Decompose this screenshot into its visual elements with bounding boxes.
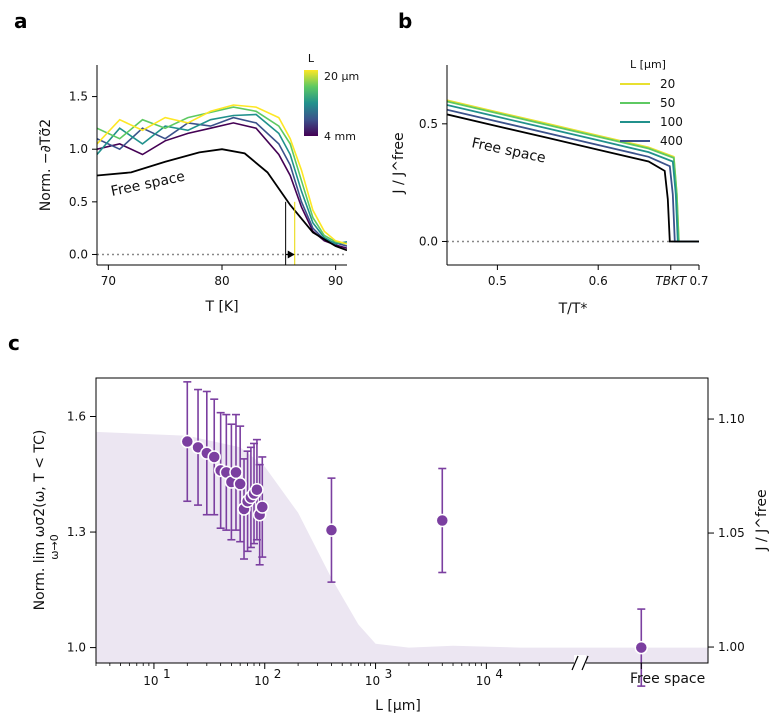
series-line-3: [97, 106, 347, 245]
chart-c-y-ticks: 1.0 1.3 1.6: [67, 410, 96, 655]
right-y-tick-label: 1.05: [718, 526, 745, 540]
chart-c-points: [180, 381, 649, 687]
arrow-head: [287, 250, 295, 259]
data-point: [435, 513, 450, 528]
chart-c-ylabel-sub: ω→0: [48, 534, 61, 559]
x-tick-label: 90: [328, 274, 343, 288]
series-line-2: [97, 113, 347, 245]
chart-c: 10 1 10 2 10 3 10 4 1.0 1.3 1.6 1.00 1.05 1.10 Free…: [32, 377, 770, 714]
chart-b-lines: [447, 99, 699, 243]
colorbar-max-label: 20 μm: [324, 70, 359, 83]
chart-c-right-y-ticks: 1.00 1.05 1.10: [708, 412, 745, 654]
chart-c-x-ticks: 10 1 10 2 10 3 10 4: [95, 663, 642, 688]
data-point: [324, 523, 339, 537]
panel-label-a: a: [14, 9, 28, 33]
colorbar-title: L: [308, 52, 315, 65]
x-tick-label: 10: [254, 674, 269, 688]
x-tick-label: 10: [365, 674, 380, 688]
x-tick-exponent: 3: [385, 667, 393, 681]
x-tick-label: 80: [214, 274, 229, 288]
series-line-3: [447, 108, 699, 243]
chart-c-free-space-label: Free space: [630, 671, 705, 687]
colorbar: [304, 70, 318, 136]
data-point: [233, 477, 247, 491]
series-line-1: [447, 100, 699, 243]
right-y-tick-label: 1.00: [718, 640, 745, 654]
chart-b-ylabel: J / J^free: [391, 132, 407, 194]
x-tick-label: 0.7: [689, 274, 708, 288]
legend-label: 20: [660, 77, 675, 91]
y-tick-label: 0.0: [69, 247, 88, 261]
y-tick-label: 0.0: [419, 234, 438, 248]
panel-label-b: b: [398, 9, 412, 33]
x-tick-label: 10: [143, 674, 158, 688]
chart-a-xlabel: T [K]: [204, 299, 238, 315]
data-point: [255, 500, 270, 514]
chart-c-xlabel: L [μm]: [375, 698, 421, 714]
data-point: [634, 640, 649, 655]
chart-a-lines: [97, 104, 347, 252]
panel-label-c: c: [8, 331, 20, 355]
chart-c-frame: [95, 377, 709, 664]
chart-b-annotation: Free space: [470, 135, 547, 166]
chart-a: 70 80 90 0.00.51.01.5 T [K] Norm. −∂Tσ̃2 F…: [38, 52, 359, 315]
series-line-1: [97, 116, 347, 247]
right-y-tick-label: 1.10: [718, 412, 745, 426]
y-tick-label: 1.0: [67, 641, 86, 655]
legend-label: 50: [660, 96, 675, 110]
free-space-line: [97, 148, 347, 252]
data-point: [180, 434, 195, 449]
chart-c-ylabel: Norm. lim ωσ2(ω, T < TC): [32, 430, 48, 611]
chart-a-ylabel: Norm. −∂Tσ̃2: [38, 119, 54, 211]
colorbar-min-label: 4 mm: [324, 130, 356, 143]
chart-b-xlabel: T/T*: [558, 301, 588, 317]
chart-a-x-ticks: 70 80 90: [101, 265, 343, 288]
axis-break-mark: [571, 655, 579, 671]
x-tick-exponent: 4: [495, 667, 503, 681]
series-line-4: [447, 113, 699, 243]
chart-b-legend: L [μm] 20 50 100 400: [620, 58, 683, 148]
y-tick-label: 0.5: [419, 117, 438, 131]
x-tick-label: 10: [476, 674, 491, 688]
series-line-4: [97, 104, 347, 245]
y-tick-label: 1.6: [67, 410, 86, 424]
y-tick-label: 1.0: [69, 142, 88, 156]
data-point: [250, 482, 264, 497]
x-tick-label: 0.6: [589, 274, 608, 288]
data-point: [207, 450, 221, 464]
series-line-2: [447, 104, 699, 243]
arrow-marker: [285, 250, 295, 259]
y-tick-label: 1.5: [69, 90, 88, 104]
x-tick-label-tbkt: TBKT: [655, 274, 687, 288]
axis-break: [571, 655, 589, 671]
legend-label: 400: [660, 134, 683, 148]
y-tick-label: 0.5: [69, 195, 88, 209]
x-tick-exponent: 1: [163, 667, 171, 681]
y-tick-label: 1.3: [67, 525, 86, 539]
chart-c-ylabel-group: Norm. lim ωσ2(ω, T < TC) ω→0: [32, 430, 61, 611]
legend-label: 100: [660, 115, 683, 129]
data-point: [229, 465, 243, 480]
chart-c-right-ylabel: J / J^free: [754, 489, 770, 551]
chart-a-y-ticks: 0.0 0.5 1.0 1.5: [69, 90, 97, 261]
x-tick-label: 0.5: [488, 274, 507, 288]
chart-b-y-ticks: 0.0 0.5: [419, 117, 447, 248]
x-tick-exponent: 2: [274, 667, 282, 681]
x-tick-label: 70: [101, 274, 116, 288]
axis-break-mark: [581, 655, 589, 671]
legend-title: L [μm]: [630, 58, 666, 71]
